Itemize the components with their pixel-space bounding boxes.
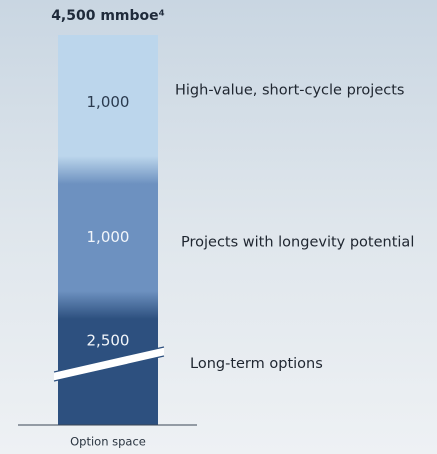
bar-segment	[58, 170, 158, 305]
legend-label: Long-term options	[190, 356, 323, 372]
legend-label: Projects with longevity potential	[181, 235, 414, 251]
bar-segment	[58, 35, 158, 170]
legend-label: High-value, short-cycle projects	[175, 83, 404, 99]
segment-transition	[58, 291, 158, 319]
value-label: 1,000	[87, 228, 130, 246]
x-tick-label: Option space	[70, 435, 146, 449]
value-label: 2,500	[87, 332, 130, 350]
value-label: 1,000	[87, 93, 130, 111]
chart-title: 4,500 mmboe⁴	[51, 8, 165, 24]
axis-break	[54, 347, 164, 381]
segment-transition	[58, 156, 158, 184]
axis-break-edge	[53, 346, 165, 382]
